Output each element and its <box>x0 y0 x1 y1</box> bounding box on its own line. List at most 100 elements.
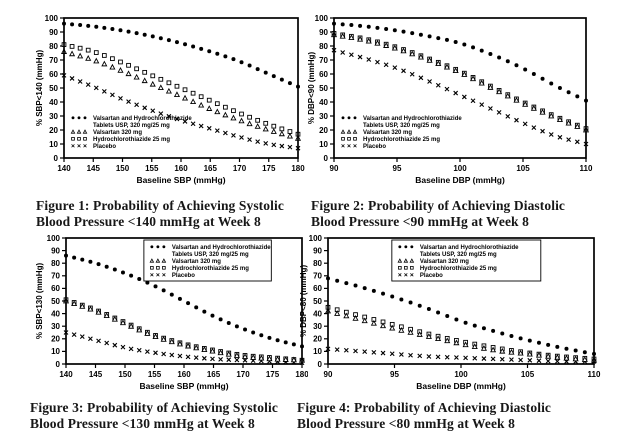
svg-text:30: 30 <box>49 112 58 121</box>
svg-text:10: 10 <box>319 140 328 149</box>
svg-text:95: 95 <box>390 370 399 379</box>
svg-text:0: 0 <box>324 154 329 163</box>
figure-4-caption: Figure 4: Probability of Achieving Diast… <box>297 400 617 432</box>
svg-text:0: 0 <box>56 360 61 369</box>
axes: 140 145 150 155 160 165 170 175 180 0 10 20 30 40 50 60… <box>47 234 310 379</box>
svg-text:150: 150 <box>116 164 130 173</box>
caption-line: Blood Pressure <80 mmHg at Week 8 <box>297 416 515 431</box>
caption-line: Figure 2: Probability of Achieving Diast… <box>311 198 566 213</box>
svg-text:90: 90 <box>330 164 339 173</box>
svg-text:50: 50 <box>49 84 58 93</box>
series-valsartan-and-hydrochlorothiazide-tablets-usp-320-mg-25-mg <box>326 276 596 356</box>
svg-text:Hydrochlorothiazide 25 mg: Hydrochlorothiazide 25 mg <box>420 266 497 272</box>
svg-text:175: 175 <box>262 164 276 173</box>
svg-text:90: 90 <box>313 246 322 255</box>
series-valsartan-and-hydrochlorothiazide-tablets-usp-320-mg-25-mg <box>62 21 300 89</box>
x-axis-label: Baseline DBP (mmHg) <box>415 175 505 185</box>
svg-text:105: 105 <box>521 370 535 379</box>
series-placebo <box>325 346 597 364</box>
figure-2-caption: Figure 2: Probability of Achieving Diast… <box>311 198 613 230</box>
svg-text:30: 30 <box>319 112 328 121</box>
svg-text:Tablets USP, 320 mg/25 mg: Tablets USP, 320 mg/25 mg <box>363 123 440 129</box>
svg-text:Hydrochlorothiazide 25 mg: Hydrochlorothiazide 25 mg <box>93 137 170 143</box>
svg-text:50: 50 <box>319 84 328 93</box>
svg-text:90: 90 <box>319 28 328 37</box>
svg-text:10: 10 <box>313 347 322 356</box>
svg-text:Valsartan 320 mg: Valsartan 320 mg <box>363 130 412 136</box>
chart-svg: 90 95 100 105 110 0 10 20 30 40 50 60 70 80 90 100 Basel… <box>299 234 601 391</box>
x-axis-label: Baseline DBP (mmHg) <box>416 381 506 391</box>
svg-text:140: 140 <box>57 164 71 173</box>
svg-text:60: 60 <box>49 70 58 79</box>
svg-text:80: 80 <box>319 42 328 51</box>
legend: Valsartan and HydrochlorothiazideTablets… <box>391 239 542 282</box>
svg-text:100: 100 <box>309 234 323 243</box>
series-placebo <box>331 47 589 147</box>
caption-line: Figure 3: Probability of Achieving Systo… <box>30 400 278 415</box>
svg-text:0: 0 <box>54 154 59 163</box>
x-axis-label: Baseline SBP (mmHg) <box>136 175 225 185</box>
svg-text:Placebo: Placebo <box>363 144 386 150</box>
figure-4-chart: 90 95 100 105 110 0 10 20 30 40 50 60 70 80 90 100 Basel… <box>298 234 608 405</box>
svg-text:80: 80 <box>51 259 60 268</box>
y-axis-label: % DBP<80 (mmHg) <box>299 265 308 338</box>
series-valsartan-and-hydrochlorothiazide-tablets-usp-320-mg-25-mg <box>64 253 304 349</box>
plot-border <box>333 17 587 159</box>
svg-text:100: 100 <box>453 164 467 173</box>
svg-text:100: 100 <box>45 14 59 23</box>
svg-text:Placebo: Placebo <box>93 144 116 150</box>
svg-text:70: 70 <box>49 56 58 65</box>
svg-text:10: 10 <box>49 140 58 149</box>
svg-text:20: 20 <box>51 335 60 344</box>
svg-text:150: 150 <box>118 370 132 379</box>
legend: Valsartan and HydrochlorothiazideTablets… <box>70 116 192 150</box>
svg-text:60: 60 <box>51 284 60 293</box>
caption-line: Figure 4: Probability of Achieving Diast… <box>297 400 552 415</box>
figure-3-chart: 140 145 150 155 160 165 170 175 180 0 10 20 30 40 50 60… <box>34 234 310 405</box>
svg-text:90: 90 <box>51 246 60 255</box>
svg-text:40: 40 <box>51 309 60 318</box>
svg-text:100: 100 <box>315 14 329 23</box>
svg-text:Valsartan and Hydrochlorothiaz: Valsartan and Hydrochlorothiazide <box>93 116 192 122</box>
svg-text:Placebo: Placebo <box>420 273 443 279</box>
y-axis-label: % SBP<130 (mmHg) <box>35 263 44 340</box>
chart-svg: 90 95 100 105 110 0 10 20 30 40 50 60 70 80 90 100 Basel… <box>307 14 593 185</box>
svg-text:50: 50 <box>313 297 322 306</box>
plot-border <box>327 237 595 365</box>
series-valsartan-320-mg <box>60 48 302 141</box>
series-hydrochlorothiazide-25-mg <box>61 42 301 137</box>
legend: Valsartan and HydrochlorothiazideTablets… <box>340 116 462 150</box>
svg-text:70: 70 <box>313 272 322 281</box>
svg-text:145: 145 <box>89 370 103 379</box>
svg-text:110: 110 <box>588 370 601 379</box>
svg-text:175: 175 <box>266 370 280 379</box>
chart-svg: 140 145 150 155 160 165 170 175 180 0 10 20 30 40 50 60… <box>35 234 310 391</box>
svg-text:70: 70 <box>319 56 328 65</box>
svg-text:80: 80 <box>313 259 322 268</box>
svg-text:Placebo: Placebo <box>172 273 195 279</box>
caption-line: Blood Pressure <140 mmHg at Week 8 <box>36 214 261 229</box>
svg-text:Hydrochlorothiazide 25 mg: Hydrochlorothiazide 25 mg <box>363 137 440 143</box>
svg-text:Valsartan 320 mg: Valsartan 320 mg <box>93 130 142 136</box>
legend: Valsartan and HydrochlorothiazideTablets… <box>143 239 272 282</box>
figure-2-chart: 90 95 100 105 110 0 10 20 30 40 50 60 70 80 90 100 Basel… <box>306 12 600 207</box>
caption-line: Blood Pressure <90 mmHg at Week 8 <box>311 214 529 229</box>
y-axis-label: % DBP<90 (mmHg) <box>307 52 316 125</box>
figure-3-caption: Figure 3: Probability of Achieving Systo… <box>30 400 316 432</box>
svg-text:70: 70 <box>51 272 60 281</box>
series-placebo <box>61 73 301 151</box>
svg-text:110: 110 <box>580 164 593 173</box>
svg-text:30: 30 <box>313 322 322 331</box>
svg-text:170: 170 <box>236 370 250 379</box>
figure-1-chart: 140 145 150 155 160 165 170 175 180 0 10 20 30 40 50 60… <box>34 12 306 207</box>
svg-text:140: 140 <box>59 370 73 379</box>
svg-text:80: 80 <box>49 42 58 51</box>
svg-text:20: 20 <box>319 126 328 135</box>
svg-text:180: 180 <box>291 164 305 173</box>
svg-text:20: 20 <box>49 126 58 135</box>
svg-text:95: 95 <box>393 164 402 173</box>
svg-text:155: 155 <box>148 370 162 379</box>
series-hydrochlorothiazide-25-mg <box>63 297 305 363</box>
svg-text:40: 40 <box>313 309 322 318</box>
